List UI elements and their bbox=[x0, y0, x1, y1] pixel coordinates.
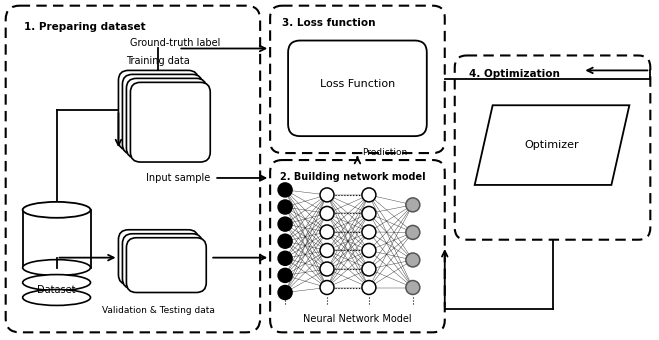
Text: Neural Network Model: Neural Network Model bbox=[303, 314, 412, 324]
Circle shape bbox=[362, 225, 376, 239]
Circle shape bbox=[278, 200, 292, 214]
Text: 4. Optimization: 4. Optimization bbox=[469, 69, 559, 80]
Polygon shape bbox=[474, 105, 629, 185]
FancyBboxPatch shape bbox=[123, 74, 202, 154]
Text: 1. Preparing dataset: 1. Preparing dataset bbox=[24, 22, 145, 32]
FancyBboxPatch shape bbox=[270, 160, 445, 332]
Circle shape bbox=[406, 225, 420, 239]
FancyBboxPatch shape bbox=[288, 40, 427, 136]
FancyBboxPatch shape bbox=[119, 230, 198, 285]
Circle shape bbox=[278, 251, 292, 265]
Circle shape bbox=[406, 198, 420, 212]
Text: Prediction: Prediction bbox=[362, 148, 408, 157]
FancyBboxPatch shape bbox=[123, 234, 202, 289]
Text: Ground-truth label: Ground-truth label bbox=[130, 38, 221, 49]
Circle shape bbox=[278, 217, 292, 231]
Circle shape bbox=[406, 280, 420, 294]
Ellipse shape bbox=[22, 275, 90, 290]
Text: Training data: Training data bbox=[127, 56, 190, 66]
Circle shape bbox=[320, 188, 334, 202]
Ellipse shape bbox=[22, 202, 90, 218]
Circle shape bbox=[320, 206, 334, 220]
FancyBboxPatch shape bbox=[455, 55, 650, 240]
Circle shape bbox=[362, 206, 376, 220]
Circle shape bbox=[320, 243, 334, 257]
Circle shape bbox=[278, 183, 292, 197]
Circle shape bbox=[278, 268, 292, 283]
FancyBboxPatch shape bbox=[6, 6, 260, 332]
FancyBboxPatch shape bbox=[119, 70, 198, 150]
Circle shape bbox=[278, 286, 292, 300]
Circle shape bbox=[362, 243, 376, 257]
Circle shape bbox=[320, 225, 334, 239]
Text: 2. Building network model: 2. Building network model bbox=[280, 172, 426, 182]
Circle shape bbox=[362, 262, 376, 276]
Circle shape bbox=[362, 280, 376, 294]
Text: Validation & Testing data: Validation & Testing data bbox=[102, 306, 215, 316]
Circle shape bbox=[278, 234, 292, 248]
Ellipse shape bbox=[22, 289, 90, 305]
Text: Loss Function: Loss Function bbox=[320, 79, 395, 89]
FancyBboxPatch shape bbox=[127, 238, 206, 292]
Ellipse shape bbox=[22, 260, 90, 275]
Circle shape bbox=[406, 253, 420, 267]
FancyBboxPatch shape bbox=[130, 82, 210, 162]
FancyBboxPatch shape bbox=[127, 79, 206, 158]
Text: Optimizer: Optimizer bbox=[525, 140, 579, 150]
Text: 3. Loss function: 3. Loss function bbox=[282, 18, 376, 28]
Circle shape bbox=[362, 188, 376, 202]
Circle shape bbox=[320, 262, 334, 276]
Circle shape bbox=[320, 280, 334, 294]
Bar bbox=[22, 210, 90, 268]
FancyBboxPatch shape bbox=[270, 6, 445, 153]
Text: Dataset: Dataset bbox=[38, 285, 76, 294]
Text: Input sample: Input sample bbox=[146, 173, 210, 183]
